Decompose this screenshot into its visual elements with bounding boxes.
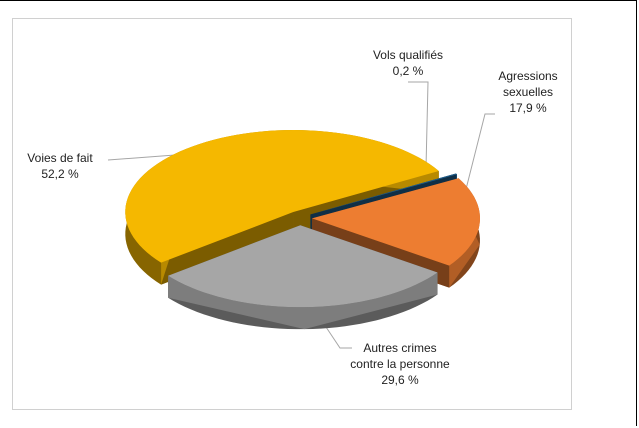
- label-value: 52,2 %: [41, 167, 79, 181]
- slice-top: [125, 130, 439, 263]
- leader-line: [107, 154, 176, 161]
- chart-area: [12, 18, 572, 410]
- label-name: Vols qualifiés: [372, 48, 444, 62]
- slice-top: [310, 173, 457, 215]
- label-value: 0,2 %: [392, 64, 424, 78]
- label-name: Agressions sexuelles: [498, 69, 558, 99]
- data-label: Vols qualifiés 0,2 %: [348, 47, 468, 79]
- label-name: Autres crimes contre la personne: [350, 341, 450, 371]
- label-name: Voies de fait: [27, 151, 93, 165]
- leader-lines: [107, 81, 495, 349]
- label-value: 17,9 %: [509, 101, 547, 115]
- slice-top: [168, 225, 438, 308]
- label-value: 29,6 %: [381, 373, 419, 387]
- data-label: Autres crimes contre la personne 29,6 %: [345, 340, 455, 388]
- data-label: Voies de fait 52,2 %: [10, 150, 110, 182]
- data-label: Agressions sexuelles 17,9 %: [488, 68, 568, 116]
- slice: [168, 225, 438, 330]
- leader-line: [461, 113, 495, 206]
- leader-line: [408, 81, 429, 169]
- slice-top: [311, 178, 480, 266]
- slice-side: [168, 272, 438, 330]
